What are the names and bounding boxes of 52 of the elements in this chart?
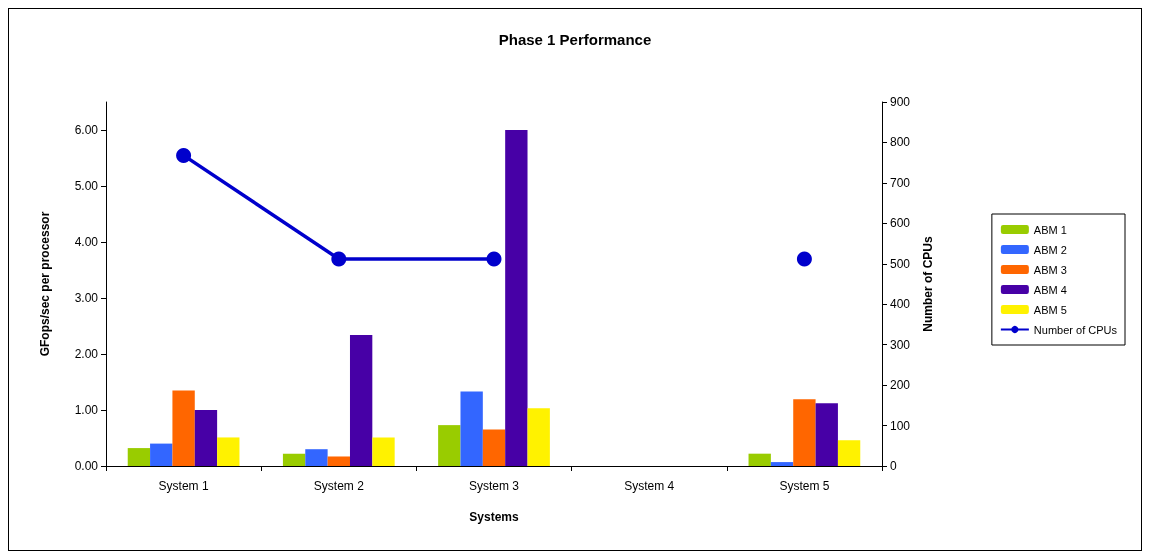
y-tick-label: 2.00 (74, 347, 99, 361)
y2-tick-label: 800 (890, 135, 911, 150)
legend-label: ABM 1 (1033, 223, 1067, 236)
y2-tick-label: 600 (890, 216, 911, 231)
bar (505, 130, 528, 466)
y-tick-label: 3.00 (74, 291, 99, 305)
bar (770, 462, 794, 466)
bar (527, 408, 550, 466)
x-tick-label: System 5 (779, 479, 830, 493)
bar (793, 399, 816, 466)
x-tick-label: System 2 (313, 479, 365, 493)
x-tick-label: System 1 (158, 479, 209, 493)
bar (815, 403, 838, 466)
bar (349, 334, 373, 466)
bar (482, 429, 506, 466)
legend-label: ABM 5 (1033, 303, 1067, 316)
bar (748, 453, 771, 466)
y2-tick-label: 100 (890, 418, 911, 433)
legend-label: ABM 4 (1033, 283, 1067, 296)
y2-tick-label: 200 (890, 378, 911, 393)
x-tick-label: System 4 (624, 479, 675, 493)
bar (327, 456, 350, 466)
y2-tick-label: 900 (890, 95, 911, 109)
y2-tick-label: 700 (890, 175, 911, 190)
x-tick-label: System 3 (468, 479, 520, 493)
y2-tick-label: 500 (890, 256, 911, 271)
bar (282, 453, 306, 466)
y-tick-label: 0.00 (74, 459, 99, 473)
bar (372, 437, 395, 466)
bar (127, 448, 151, 466)
y-tick-label: 6.00 (74, 123, 99, 137)
y-tick-label: 1.00 (74, 403, 99, 417)
x-axis-title: Systems (469, 510, 519, 524)
y2-axis-title: Number of CPUs (921, 236, 935, 332)
y-axis-title: GFops/sec per processor (38, 211, 52, 357)
y2-tick-label: 400 (890, 297, 911, 312)
bar (150, 443, 173, 466)
bar (194, 410, 218, 466)
legend-label: ABM 2 (1033, 243, 1067, 256)
y2-tick-label: 0 (890, 459, 897, 473)
bar (172, 390, 195, 466)
bar (217, 437, 240, 466)
bar (438, 425, 461, 466)
chart-title: Phase 1 Performance (498, 31, 652, 48)
y-tick-label: 4.00 (74, 235, 99, 249)
bar (837, 440, 861, 466)
legend-label: ABM 3 (1033, 263, 1067, 276)
bar (305, 449, 328, 466)
bar (460, 391, 483, 466)
y2-tick-label: 300 (890, 337, 911, 352)
legend-label: Number of CPUs (1033, 323, 1118, 336)
y-tick-label: 5.00 (74, 179, 99, 193)
